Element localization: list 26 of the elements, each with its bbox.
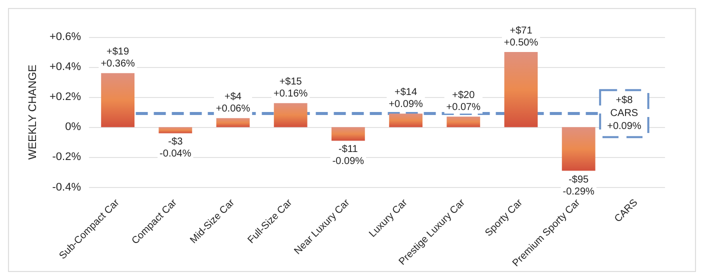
data-label: +$20 +0.07% [446, 90, 481, 114]
y-tick-label: -0.2% [52, 151, 82, 164]
y-axis-title: WEEKLY CHANGE [27, 64, 40, 160]
bar [446, 116, 480, 128]
data-label: +$71 +0.50% [504, 26, 538, 49]
bar [274, 103, 308, 128]
bar [158, 127, 192, 134]
data-label: +$15 +0.16% [274, 76, 308, 100]
y-tick-label: +0.4% [50, 61, 82, 74]
y-tick-label: 0% [65, 121, 82, 134]
bar [216, 118, 250, 128]
bar [504, 52, 538, 128]
data-label: +$4 +0.06% [216, 92, 250, 115]
y-tick-label: +0.6% [50, 31, 82, 43]
bar [331, 127, 365, 141]
bar [562, 127, 596, 171]
data-label: -$95 -0.29% [562, 174, 595, 198]
y-tick-label: +0.2% [50, 91, 82, 104]
data-label: -$3 -0.04% [160, 136, 192, 160]
y-tick-label: -0.4% [52, 181, 82, 194]
bar [389, 114, 423, 128]
data-label: +$19 +0.36% [100, 46, 135, 70]
data-label: -$11 -0.09% [332, 144, 364, 168]
data-label: +$14 +0.09% [388, 87, 423, 110]
ref-line-label: +$8 CARS +0.09% [607, 95, 642, 132]
bar [101, 73, 135, 128]
